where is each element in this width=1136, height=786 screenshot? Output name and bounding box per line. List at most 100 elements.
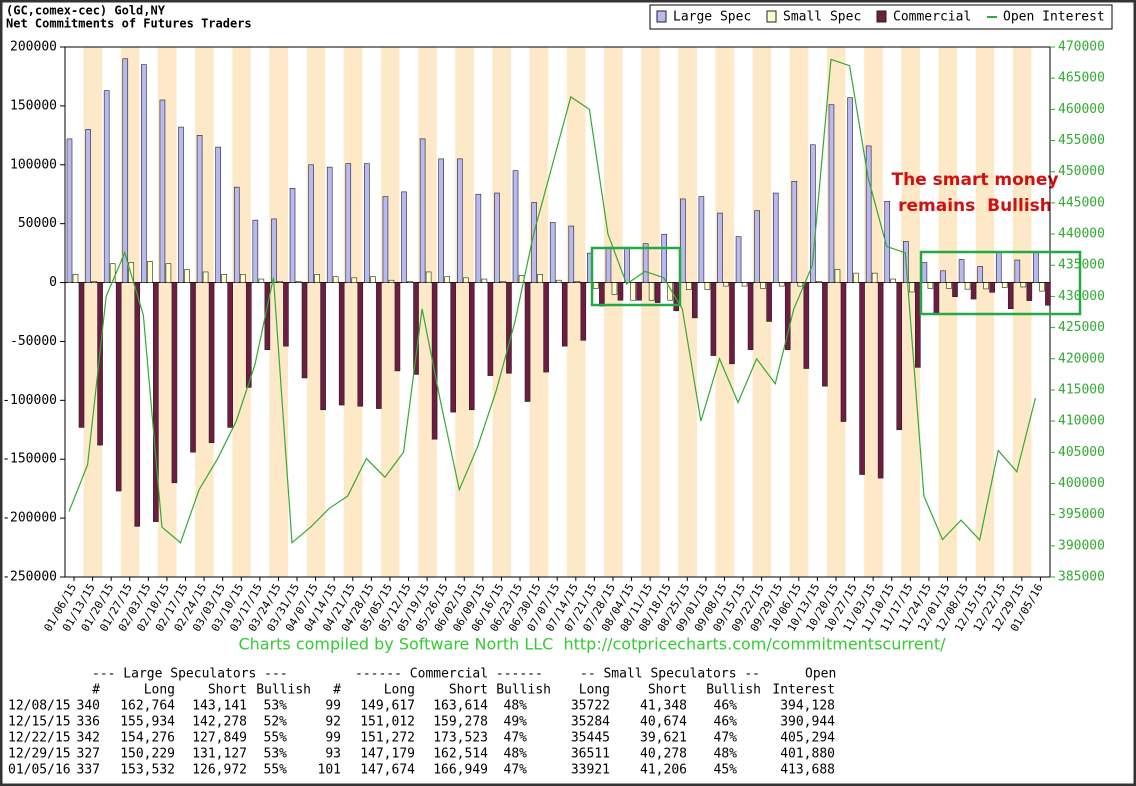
bar <box>834 269 841 283</box>
table-col-header: # <box>92 683 100 698</box>
bar <box>196 135 203 283</box>
table-cell: 48% <box>504 747 528 762</box>
legend-swatch <box>876 10 887 23</box>
bar <box>308 164 314 283</box>
bar <box>543 282 549 373</box>
bar <box>989 282 995 293</box>
week-band <box>603 47 623 577</box>
table-cell: 47% <box>714 731 738 746</box>
bar <box>320 282 326 411</box>
bar <box>1020 282 1027 288</box>
y-tick-label: -250000 <box>2 570 57 585</box>
bar <box>735 236 742 283</box>
bar <box>147 261 153 283</box>
bar <box>772 192 779 283</box>
y2-tick-label: 435000 <box>1058 258 1105 273</box>
y2-tick-label: 470000 <box>1058 40 1105 55</box>
table-group-header: Open <box>805 667 836 682</box>
bar <box>456 158 463 283</box>
bar <box>500 281 506 283</box>
bar <box>673 282 680 312</box>
bar <box>115 282 122 492</box>
bar <box>382 196 389 283</box>
bar <box>729 282 735 365</box>
bar <box>686 282 692 290</box>
bar <box>357 282 364 407</box>
bar <box>78 282 85 428</box>
bar <box>958 259 965 283</box>
bar <box>940 270 946 283</box>
bar <box>475 193 482 283</box>
bar <box>97 282 103 446</box>
bar <box>636 282 642 301</box>
bar <box>364 163 370 283</box>
bar <box>171 282 178 484</box>
bar <box>680 198 686 283</box>
table-cell: 337 <box>77 763 100 778</box>
bar <box>995 251 1002 283</box>
bar <box>747 282 754 350</box>
table-cell: 390,944 <box>780 715 835 730</box>
bar <box>141 64 147 283</box>
bar <box>413 282 419 375</box>
bar <box>723 282 729 287</box>
chart-title: (GC,comex-cec) Gold,NY <box>6 4 166 18</box>
table-cell: 48% <box>504 699 528 714</box>
table-cell: 151,272 <box>360 731 415 746</box>
y2-tick-label: 465000 <box>1058 71 1105 86</box>
table-cell: 41,206 <box>640 763 687 778</box>
table-cell: 48% <box>714 747 738 762</box>
bar <box>1007 282 1014 310</box>
bar <box>877 282 884 479</box>
bar <box>778 282 785 287</box>
bar <box>549 222 556 283</box>
bar <box>468 282 475 411</box>
bar <box>258 278 265 283</box>
bar <box>983 282 989 290</box>
bar <box>283 282 289 347</box>
legend-swatch <box>766 10 777 23</box>
y2-tick-label: 460000 <box>1058 102 1105 117</box>
table-cell: 413,688 <box>780 763 835 778</box>
table-cell: 142,278 <box>192 715 247 730</box>
bar <box>605 246 612 283</box>
bar <box>438 158 444 283</box>
y2-tick-label: 410000 <box>1058 414 1105 429</box>
bar <box>487 282 494 376</box>
table-col-header: Short <box>208 683 247 698</box>
bar <box>351 277 358 283</box>
bar <box>822 282 828 387</box>
bar <box>165 263 172 283</box>
bar <box>277 281 283 283</box>
bar <box>494 192 500 283</box>
table-cell: 45% <box>714 763 738 778</box>
bar <box>760 282 766 289</box>
bar <box>617 282 624 301</box>
table-col-header: Long <box>384 683 415 698</box>
table-cell: 154,276 <box>120 731 175 746</box>
table-cell: 35445 <box>571 731 610 746</box>
y-tick-label: -50000 <box>10 334 57 349</box>
bar <box>654 282 661 303</box>
table-cell: 53% <box>264 747 288 762</box>
bar <box>444 276 450 283</box>
table-cell: 394,128 <box>780 699 835 714</box>
bar <box>202 271 209 283</box>
bar <box>512 170 519 283</box>
bar <box>103 90 110 283</box>
table-cell: 46% <box>714 699 738 714</box>
table-cell: 47% <box>504 731 528 746</box>
y2-tick-label: 430000 <box>1058 289 1105 304</box>
bar <box>803 282 810 369</box>
bar <box>215 146 221 283</box>
table-cell: 99 <box>325 731 341 746</box>
bar <box>791 180 798 283</box>
bar <box>580 282 587 341</box>
table-cell: 35722 <box>571 699 610 714</box>
table-cell: 127,849 <box>192 731 247 746</box>
bar <box>370 276 376 283</box>
bar <box>927 282 934 289</box>
table-cell: 99 <box>325 699 341 714</box>
bar <box>91 281 97 283</box>
bar <box>301 282 308 379</box>
